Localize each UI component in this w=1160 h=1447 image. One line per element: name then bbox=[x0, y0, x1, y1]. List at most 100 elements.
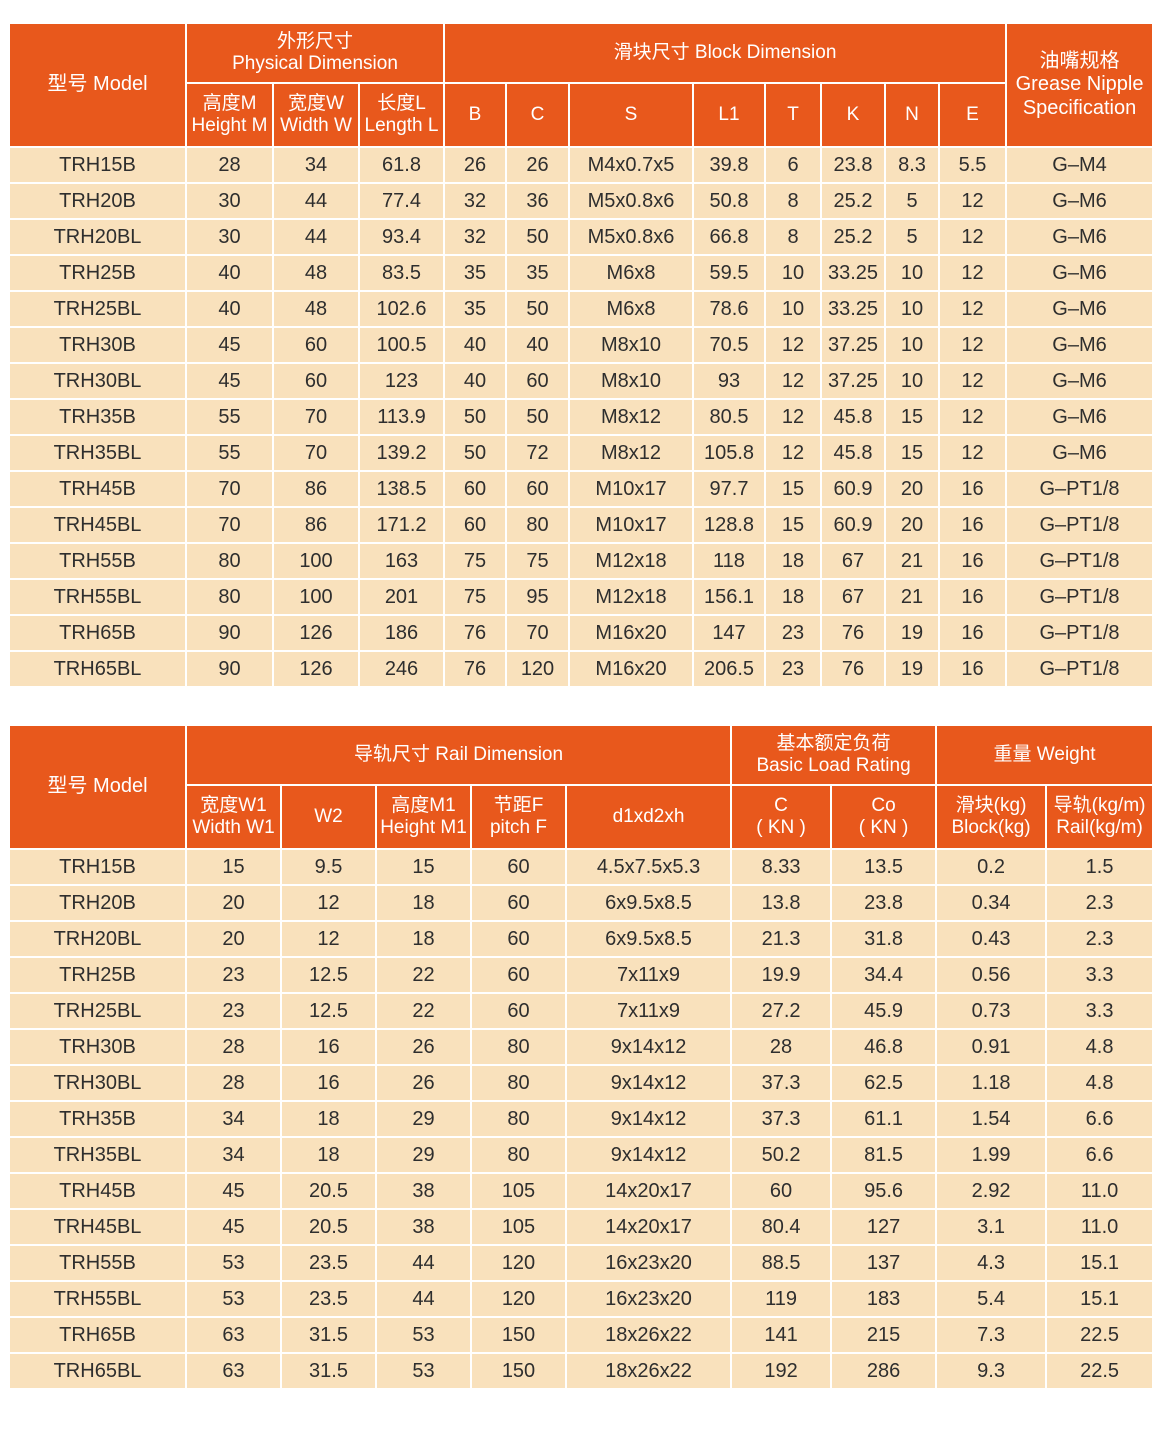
value-cell: 44 bbox=[375, 1244, 472, 1282]
width-w-header: 宽度W Width W bbox=[272, 82, 360, 148]
value-cell: 128.8 bbox=[692, 506, 766, 544]
value-cell: 16x23x20 bbox=[564, 1244, 733, 1282]
value-cell: 20 bbox=[185, 884, 282, 922]
value-cell: G–M6 bbox=[1005, 182, 1155, 220]
weight-header: 重量 Weight bbox=[935, 724, 1155, 786]
model-cell: TRH35B bbox=[8, 1100, 187, 1138]
value-cell: 5.5 bbox=[937, 146, 1008, 184]
value-cell: 16 bbox=[937, 650, 1008, 688]
value-cell: M6x8 bbox=[568, 254, 694, 292]
value-cell: M4x0.7x5 bbox=[568, 146, 694, 184]
value-cell: 150 bbox=[470, 1352, 567, 1390]
model-cell: TRH65B bbox=[8, 614, 187, 652]
value-cell: 37.25 bbox=[820, 362, 886, 400]
s-header: S bbox=[568, 82, 694, 148]
value-cell: 60 bbox=[470, 992, 567, 1030]
value-cell: 15 bbox=[764, 506, 822, 544]
value-cell: 119 bbox=[730, 1280, 833, 1318]
table-row: TRH35B 34 18 29 80 9x14x12 37.3 61.1 1.54 6.6 bbox=[8, 1100, 1155, 1138]
value-cell: 16 bbox=[937, 542, 1008, 580]
value-cell: G–M6 bbox=[1005, 434, 1155, 472]
value-cell: M8x10 bbox=[568, 362, 694, 400]
value-cell: 21 bbox=[884, 542, 940, 580]
block-dimension-table: 型号 Model 外形尺寸 Physical Dimension 滑块尺寸 Block… bbox=[8, 22, 1155, 688]
value-cell: 30 bbox=[185, 182, 274, 220]
value-cell: 63 bbox=[185, 1352, 282, 1390]
value-cell: 12 bbox=[937, 182, 1008, 220]
value-cell: 102.6 bbox=[358, 290, 445, 328]
value-cell: 15 bbox=[884, 398, 940, 436]
table-row: TRH65B 63 31.5 53 150 18x26x22 141 215 7.3 22.5 bbox=[8, 1316, 1155, 1354]
value-cell: 70 bbox=[272, 398, 360, 436]
c-kn-header: C( KN ) bbox=[730, 784, 833, 850]
value-cell: 20.5 bbox=[280, 1208, 377, 1246]
value-cell: 80 bbox=[470, 1064, 567, 1102]
table-row: TRH55B 53 23.5 44 120 16x23x20 88.5 137 4.3 15.1 bbox=[8, 1244, 1155, 1282]
grease-nipple-header: 油嘴规格 Grease Nipple Specification bbox=[1005, 22, 1155, 148]
value-cell: 59.5 bbox=[692, 254, 766, 292]
b-header: B bbox=[443, 82, 507, 148]
value-cell: 139.2 bbox=[358, 434, 445, 472]
value-cell: M12x18 bbox=[568, 578, 694, 616]
value-cell: M8x12 bbox=[568, 434, 694, 472]
value-cell: 70 bbox=[272, 434, 360, 472]
value-cell: 60 bbox=[470, 848, 567, 886]
value-cell: 9.5 bbox=[280, 848, 377, 886]
value-cell: 70 bbox=[505, 614, 570, 652]
value-cell: 86 bbox=[272, 470, 360, 508]
value-cell: 60 bbox=[272, 326, 360, 364]
value-cell: 45.9 bbox=[830, 992, 938, 1030]
value-cell: 12 bbox=[937, 398, 1008, 436]
value-cell: 12 bbox=[937, 362, 1008, 400]
value-cell: 105.8 bbox=[692, 434, 766, 472]
value-cell: 4.8 bbox=[1045, 1064, 1155, 1102]
table-row: TRH45BL 45 20.5 38 105 14x20x17 80.4 127 3.1 11.0 bbox=[8, 1208, 1155, 1246]
value-cell: 18 bbox=[375, 920, 472, 958]
value-cell: 16 bbox=[937, 578, 1008, 616]
value-cell: 77.4 bbox=[358, 182, 445, 220]
value-cell: 10 bbox=[884, 254, 940, 292]
value-cell: 62.5 bbox=[830, 1064, 938, 1102]
value-cell: 33.25 bbox=[820, 254, 886, 292]
value-cell: 20 bbox=[185, 920, 282, 958]
value-cell: 80.4 bbox=[730, 1208, 833, 1246]
value-cell: 25.2 bbox=[820, 218, 886, 256]
value-cell: 63 bbox=[185, 1316, 282, 1354]
value-cell: 76 bbox=[820, 614, 886, 652]
value-cell: 7.3 bbox=[935, 1316, 1048, 1354]
value-cell: 18 bbox=[375, 884, 472, 922]
value-cell: 34 bbox=[185, 1100, 282, 1138]
value-cell: 23.8 bbox=[820, 146, 886, 184]
value-cell: 31.5 bbox=[280, 1316, 377, 1354]
table-row: TRH55BL 80 100 201 75 95 M12x18 156.1 18 67 21 16 G–… bbox=[8, 578, 1155, 616]
block-table-body: TRH15B 28 34 61.8 26 26 M4x0.7x5 39.8 6 23.8 8.3 5.… bbox=[8, 146, 1155, 688]
value-cell: 93.4 bbox=[358, 218, 445, 256]
table-row: TRH35B 55 70 113.9 50 50 M8x12 80.5 12 45.8 15 12 G–… bbox=[8, 398, 1155, 436]
model-cell: TRH30B bbox=[8, 326, 187, 364]
value-cell: 16 bbox=[280, 1064, 377, 1102]
value-cell: 192 bbox=[730, 1352, 833, 1390]
value-cell: 13.5 bbox=[830, 848, 938, 886]
model-cell: TRH30BL bbox=[8, 1064, 187, 1102]
value-cell: 23.8 bbox=[830, 884, 938, 922]
value-cell: 163 bbox=[358, 542, 445, 580]
model-cell: TRH20B bbox=[8, 884, 187, 922]
value-cell: 137 bbox=[830, 1244, 938, 1282]
d1xd2xh-header: d1xd2xh bbox=[564, 784, 733, 850]
value-cell: 44 bbox=[272, 182, 360, 220]
table-row: TRH35BL 34 18 29 80 9x14x12 50.2 81.5 1.99 6.6 bbox=[8, 1136, 1155, 1174]
value-cell: 50 bbox=[443, 398, 507, 436]
value-cell: 55 bbox=[185, 434, 274, 472]
value-cell: 37.3 bbox=[730, 1064, 833, 1102]
value-cell: 1.54 bbox=[935, 1100, 1048, 1138]
value-cell: 206.5 bbox=[692, 650, 766, 688]
table-row: TRH15B 15 9.5 15 60 4.5x7.5x5.3 8.33 13.5 0.2 1.5 bbox=[8, 848, 1155, 886]
value-cell: G–PT1/8 bbox=[1005, 506, 1155, 544]
value-cell: 183 bbox=[830, 1280, 938, 1318]
value-cell: 15.1 bbox=[1045, 1244, 1155, 1282]
table-row: TRH65BL 90 126 246 76 120 M16x20 206.5 23 76 19 16 G… bbox=[8, 650, 1155, 688]
value-cell: 35 bbox=[443, 290, 507, 328]
value-cell: G–M6 bbox=[1005, 326, 1155, 364]
block-table-header: 型号 Model 外形尺寸 Physical Dimension 滑块尺寸 Block… bbox=[8, 22, 1155, 148]
model-cell: TRH55B bbox=[8, 1244, 187, 1282]
